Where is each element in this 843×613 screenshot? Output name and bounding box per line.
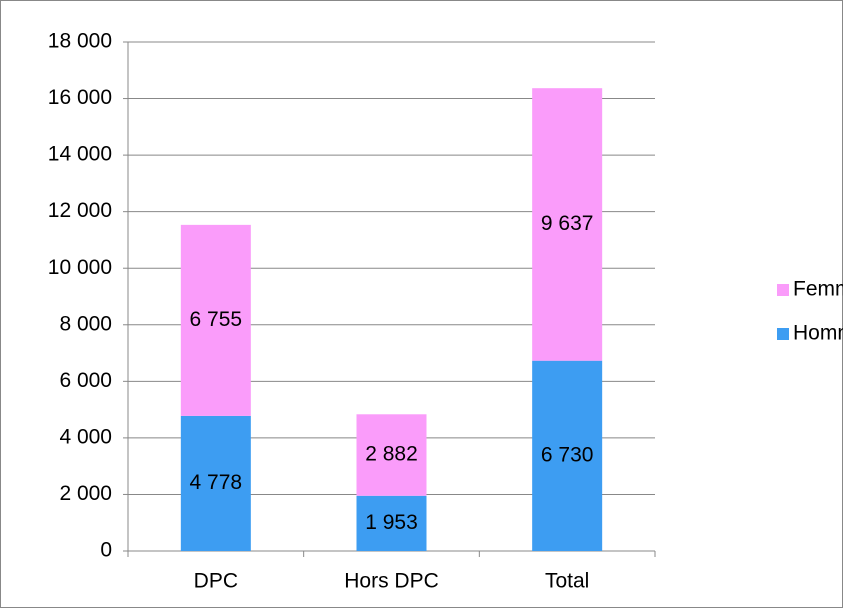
legend-swatch <box>777 328 789 340</box>
legend-swatch <box>777 284 789 296</box>
data-label: 4 778 <box>190 471 243 494</box>
x-tick-label: Hors DPC <box>344 570 439 593</box>
y-tick-label: 8 000 <box>59 312 112 335</box>
y-tick-label: 4 000 <box>59 425 112 448</box>
data-label: 9 637 <box>541 212 594 235</box>
bar-segment <box>180 415 251 551</box>
y-tick-label: 6 000 <box>59 369 112 392</box>
bar-segment <box>356 495 427 551</box>
data-label: 6 755 <box>190 308 243 331</box>
bar-segment <box>356 414 427 496</box>
data-label: 6 730 <box>541 443 594 466</box>
y-tick-label: 2 000 <box>59 482 112 505</box>
data-label: 2 882 <box>365 443 418 466</box>
x-tick-label: DPC <box>194 570 238 593</box>
legend-label: Femmes <box>793 278 843 301</box>
legend-label: Hommes <box>793 322 843 345</box>
x-tick-label: Total <box>545 570 589 593</box>
bar-segment <box>180 224 251 416</box>
y-tick-label: 0 <box>100 539 112 562</box>
y-tick-label: 10 000 <box>48 256 112 279</box>
bar-segment <box>532 88 603 361</box>
y-tick-label: 12 000 <box>48 199 112 222</box>
data-label: 1 953 <box>365 511 418 534</box>
y-tick-label: 16 000 <box>48 86 112 109</box>
bar-segment <box>532 360 603 551</box>
y-tick-label: 14 000 <box>48 143 112 166</box>
y-tick-label: 18 000 <box>48 30 112 53</box>
